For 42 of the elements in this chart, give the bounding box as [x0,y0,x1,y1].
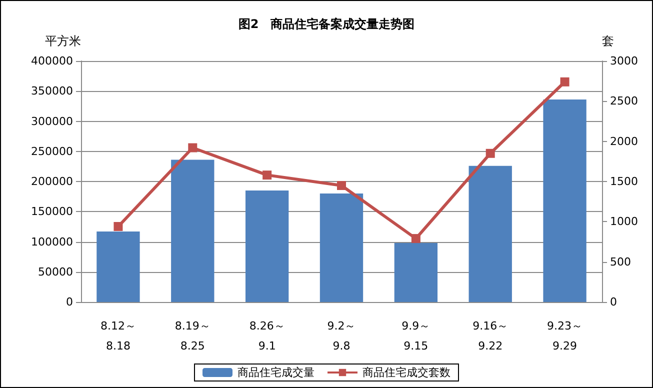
x-tick-label: 8.26～ 9.1 [249,320,285,352]
point [560,77,570,86]
y-tick-label: 150000 [31,205,73,218]
y-tick-label: 100000 [31,235,73,248]
bar [245,190,289,302]
point [262,170,272,180]
y2-tick-label: 2500 [610,94,638,108]
chart-title: 图2 商品住宅备案成交量走势图 [238,17,415,31]
x-tick-label: 9.23～ 9.29 [547,320,583,352]
x-tick-label: 9.9～ 9.15 [402,320,430,352]
y-tick-label: 200000 [31,175,73,188]
y2-tick-label: 1000 [610,215,638,228]
y-tick-label: 300000 [31,114,73,128]
x-tick-label: 9.2～ 9.8 [327,320,356,352]
y-tick-label: 0 [66,296,73,308]
y-tick-label: 250000 [31,144,73,158]
legend-label: 商品住宅成交量 [238,366,314,379]
point [114,222,123,231]
bar [468,166,512,302]
x-tick-label: 8.12～ 8.18 [100,320,136,352]
x-tick-label: 8.19～ 8.25 [174,320,210,352]
y2-tick-label: 2000 [610,134,638,148]
point [411,234,420,244]
y-tick-label: 400000 [31,54,73,68]
point [486,148,495,158]
bar [96,232,140,302]
y2-tick-label: 1500 [610,175,638,188]
y-tick-label: 350000 [31,84,73,98]
y-tick-label: 50000 [38,265,73,278]
y-axis-title: 平方米 [45,34,81,48]
y2-tick-label: 500 [610,255,631,268]
y2-tick-label: 0 [610,296,617,308]
y2-axis-title: 套 [602,34,614,48]
bar [171,160,214,302]
bar [543,100,586,302]
bar [320,194,364,302]
legend-label: 商品住宅成交套数 [362,366,450,379]
point [188,143,198,152]
y2-tick-label: 3000 [610,54,638,68]
x-tick-label: 9.16～ 9.22 [472,320,508,352]
bar [394,242,438,302]
point [337,181,346,190]
